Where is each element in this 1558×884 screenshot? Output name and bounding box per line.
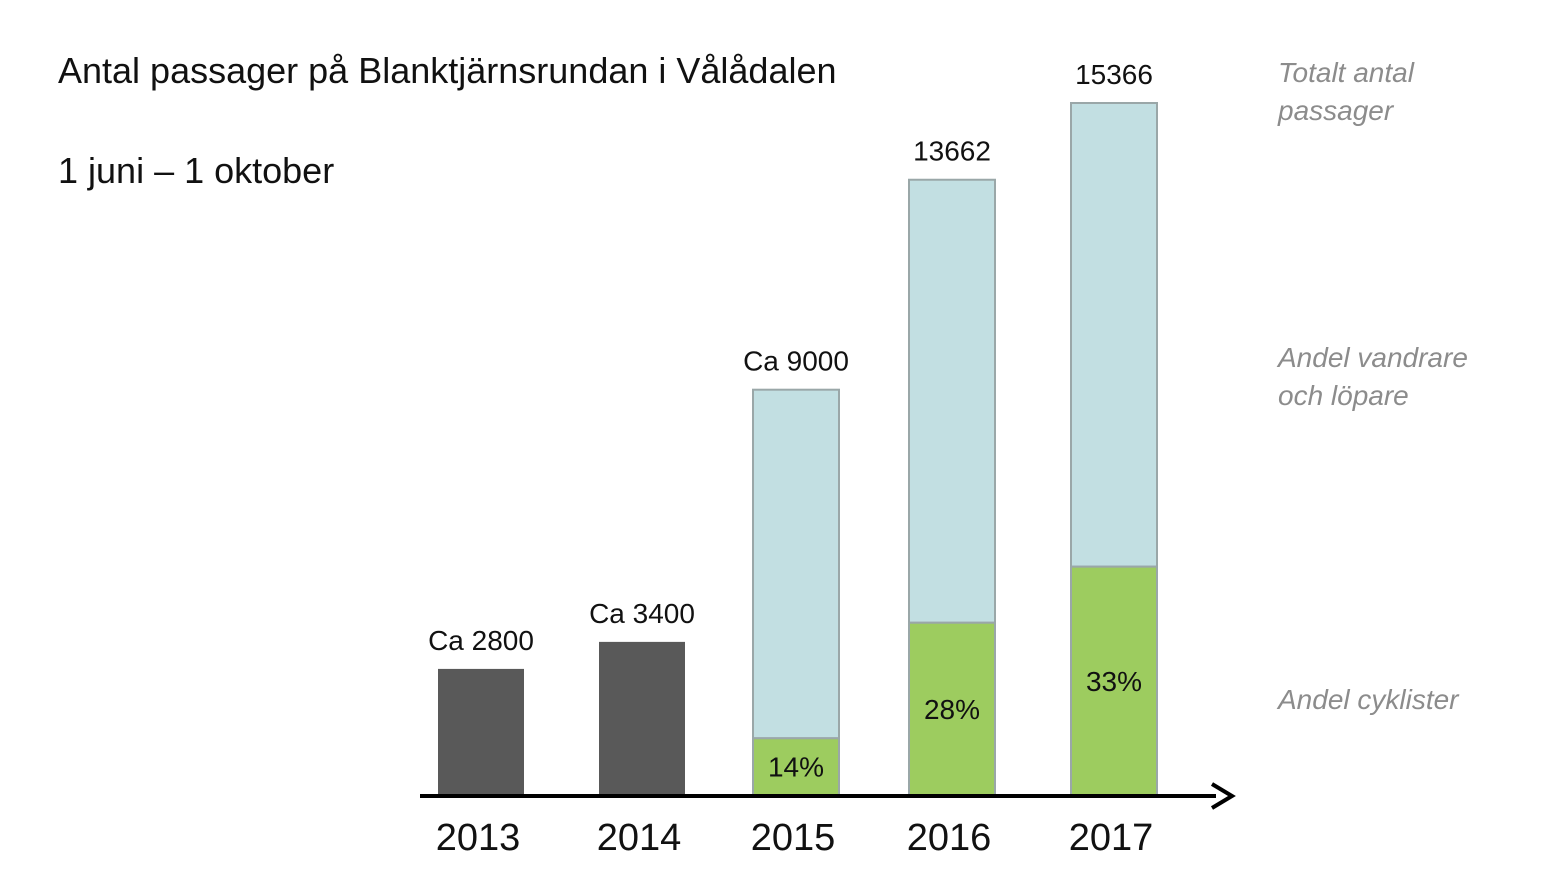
legend-total: Totalt antal passager: [1278, 54, 1414, 130]
bar-total-2013: [438, 668, 524, 795]
cyclist-share-label-2015: 14%: [768, 752, 824, 783]
bar-hikers-2015: [752, 388, 840, 740]
total-label-2014: Ca 3400: [589, 598, 695, 629]
bar-cyclists-2016: [908, 621, 996, 797]
bar-cyclists-2017: [1070, 565, 1158, 797]
legend-hikers-line2: och löpare: [1278, 380, 1409, 411]
x-tick-2013: 2013: [436, 817, 521, 859]
bar-cyclists-2015: [752, 737, 840, 796]
chart-title: Antal passager på Blanktjärnsrundan i Vå…: [58, 50, 837, 91]
x-axis-arrow-icon: [1210, 782, 1236, 810]
bar-hikers-2017: [1070, 102, 1158, 568]
x-tick-2016: 2016: [907, 817, 992, 859]
legend-hikers: Andel vandrare och löpare: [1278, 339, 1468, 415]
total-label-2016: 13662: [913, 136, 991, 167]
bar-total-2014: [599, 641, 685, 795]
bar-hikers-2016: [908, 178, 996, 624]
total-label-2017: 15366: [1075, 59, 1153, 90]
total-label-2015: Ca 9000: [743, 346, 849, 377]
x-tick-2015: 2015: [751, 817, 836, 859]
total-label-2013: Ca 2800: [428, 625, 534, 656]
legend-cyclists: Andel cyklister: [1278, 681, 1459, 719]
cyclist-share-label-2017: 33%: [1086, 666, 1142, 697]
chart-subtitle: 1 juni – 1 oktober: [58, 150, 335, 191]
legend-total-line1: Totalt antal: [1278, 57, 1414, 88]
legend-hikers-line1: Andel vandrare: [1278, 342, 1468, 373]
x-tick-2017: 2017: [1069, 817, 1154, 859]
legend-total-line2: passager: [1278, 95, 1394, 126]
legend-cyclists-line1: Andel cyklister: [1278, 684, 1459, 715]
cyclist-share-label-2016: 28%: [924, 694, 980, 725]
x-tick-2014: 2014: [597, 817, 682, 859]
